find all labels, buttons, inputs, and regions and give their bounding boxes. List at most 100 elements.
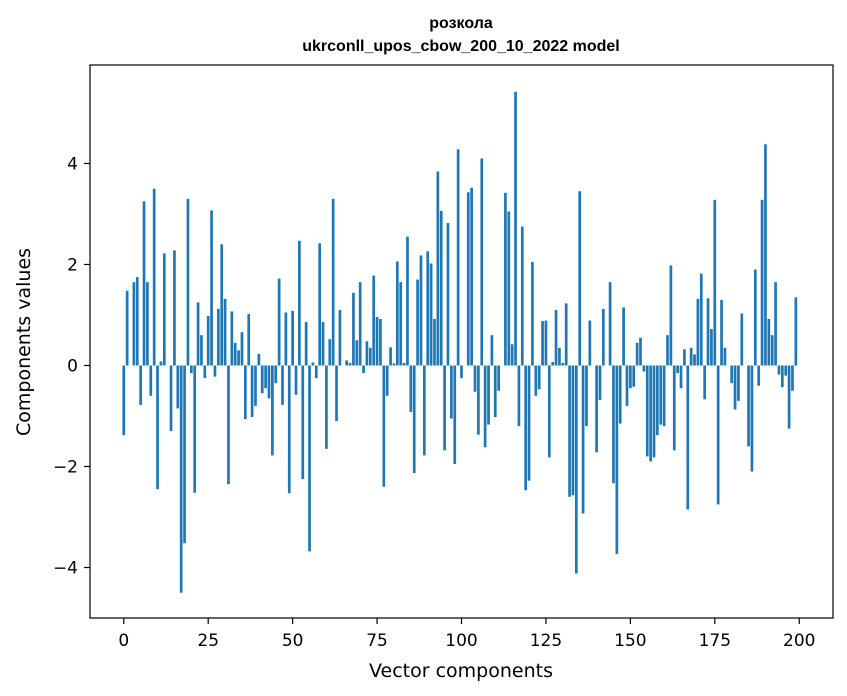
bar-135	[578, 191, 582, 366]
bar-90	[426, 251, 430, 366]
bar-147	[618, 365, 622, 424]
bar-68	[352, 292, 355, 366]
bar-137	[585, 365, 588, 427]
bars-group	[122, 91, 798, 593]
bar-169	[693, 354, 696, 366]
bar-97	[450, 365, 453, 419]
bar-132	[568, 365, 571, 497]
bar-5	[139, 365, 143, 405]
bar-98	[453, 365, 457, 464]
bar-131	[564, 303, 568, 366]
bar-21	[193, 365, 197, 493]
bar-50	[291, 310, 294, 366]
bar-193	[774, 282, 777, 366]
chart-subtitle: ukrconll_upos_cbow_200_10_2022 model	[302, 38, 619, 55]
bar-58	[318, 243, 321, 366]
bar-163	[672, 365, 676, 451]
bar-77	[382, 365, 386, 487]
bar-162	[669, 265, 673, 366]
bar-27	[213, 365, 217, 377]
bar-38	[250, 365, 254, 417]
bar-80	[392, 363, 396, 366]
bar-41	[260, 365, 264, 394]
bar-85	[409, 365, 413, 412]
y-tick-label-0: 0	[67, 356, 78, 376]
bar-40	[257, 353, 261, 366]
bar-170	[696, 298, 700, 366]
bar-15	[173, 250, 176, 366]
bar-142	[601, 308, 605, 366]
bar-20	[189, 365, 193, 374]
bar-92	[433, 319, 436, 366]
bar-175	[713, 199, 717, 366]
bar-99	[456, 149, 460, 366]
x-tick-label-125: 125	[530, 631, 562, 651]
bar-18	[183, 365, 186, 544]
bar-119	[524, 365, 528, 491]
bar-67	[348, 362, 352, 366]
bar-86	[412, 365, 416, 474]
bar-124	[541, 321, 544, 366]
bar-25	[206, 316, 210, 366]
bar-37	[247, 313, 251, 366]
bar-69	[355, 340, 359, 366]
bar-171	[699, 273, 703, 366]
bar-161	[666, 335, 669, 366]
bar-10	[156, 365, 159, 490]
bar-160	[662, 365, 666, 427]
bar-151	[632, 365, 636, 387]
bar-96	[446, 223, 450, 366]
bar-195	[780, 365, 784, 388]
bar-84	[406, 236, 409, 366]
bar-89	[423, 365, 426, 456]
bar-9	[152, 188, 156, 366]
bar-26	[210, 210, 213, 366]
bar-185	[747, 365, 750, 447]
bar-121	[531, 261, 534, 366]
bar-42	[264, 365, 267, 389]
bar-148	[622, 307, 625, 366]
bar-61	[328, 339, 332, 366]
bar-29	[220, 244, 224, 366]
bar-91	[429, 263, 433, 366]
bar-136	[581, 365, 585, 514]
bar-182	[737, 365, 740, 401]
x-tick-label-0: 0	[118, 631, 129, 651]
bar-167	[686, 365, 690, 510]
bar-115	[510, 344, 514, 366]
bar-178	[723, 347, 727, 366]
bar-75	[375, 317, 379, 366]
bar-95	[443, 365, 446, 451]
bar-17	[179, 365, 183, 593]
bar-8	[149, 365, 153, 396]
bar-63	[335, 365, 338, 422]
bar-154	[642, 365, 646, 372]
bar-88	[419, 255, 423, 366]
bar-62	[331, 198, 335, 366]
bar-55	[308, 365, 311, 552]
bar-196	[784, 365, 788, 376]
bar-56	[311, 362, 315, 366]
bar-6	[142, 201, 146, 366]
bar-60	[325, 365, 328, 449]
bar-47	[281, 365, 284, 405]
bar-54	[304, 322, 308, 366]
y-tick-label-2: 2	[67, 255, 78, 275]
bar-150	[629, 365, 632, 389]
bar-187	[753, 269, 757, 366]
x-tick-label-175: 175	[699, 631, 731, 651]
bar-180	[730, 365, 734, 384]
y-axis-label: Components values	[13, 248, 35, 436]
bar-120	[527, 365, 531, 481]
bar-35	[240, 332, 244, 366]
bar-188	[757, 365, 761, 386]
bar-16	[176, 365, 180, 409]
bar-116	[514, 91, 517, 366]
bar-181	[733, 365, 737, 410]
bar-127	[551, 361, 555, 366]
bar-74	[372, 275, 376, 366]
bar-110	[493, 365, 497, 417]
bar-159	[659, 365, 663, 425]
bar-166	[683, 349, 686, 366]
